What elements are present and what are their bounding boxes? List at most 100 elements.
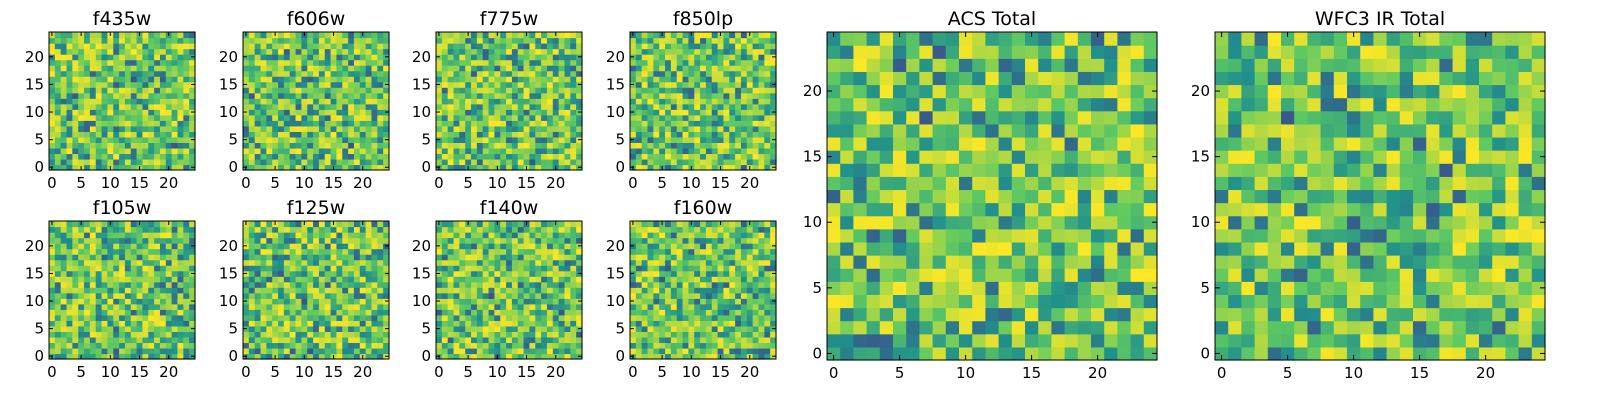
- heatmap-cell: [488, 32, 495, 39]
- heatmap-cell: [705, 43, 713, 50]
- heatmap-cell: [107, 109, 114, 116]
- heatmap-cell: [552, 147, 560, 155]
- heatmap-cell: [266, 81, 273, 88]
- heatmap-cell: [558, 98, 566, 105]
- heatmap-cell: [500, 54, 507, 61]
- heatmap-cell: [453, 59, 460, 66]
- heatmap-cell: [494, 232, 501, 239]
- heatmap-cell: [717, 281, 725, 288]
- heatmap-cell: [552, 320, 560, 327]
- heatmap-cell: [313, 259, 320, 266]
- heatmap-cell: [295, 65, 302, 72]
- heatmap-cell: [165, 347, 173, 355]
- heatmap-cell: [476, 287, 484, 294]
- heatmap-cell: [142, 248, 149, 255]
- heatmap-cell: [266, 59, 273, 66]
- heatmap-cell: [476, 309, 484, 316]
- heatmap-cell: [289, 325, 297, 332]
- y-tick-label: 20: [25, 48, 44, 66]
- heatmap-cell: [482, 54, 490, 61]
- heatmap-cell: [570, 336, 577, 344]
- heatmap-cell: [307, 125, 314, 132]
- heatmap-cell: [260, 243, 267, 250]
- heatmap-cell: [148, 331, 155, 338]
- heatmap-cell: [183, 314, 190, 321]
- heatmap-cell: [283, 164, 291, 171]
- heatmap-cell: [243, 287, 250, 294]
- heatmap-cell: [564, 98, 571, 105]
- heatmap-cell: [243, 87, 250, 94]
- heatmap-cell: [248, 153, 256, 160]
- heatmap-cell: [130, 325, 138, 332]
- heatmap-cell: [136, 298, 144, 305]
- heatmap-cell: [371, 342, 378, 349]
- heatmap-cell: [665, 43, 672, 50]
- heatmap-cell: [476, 226, 484, 233]
- heatmap-cell: [84, 336, 91, 344]
- heatmap-cell: [546, 232, 554, 239]
- heatmap-cell: [159, 331, 167, 338]
- heatmap-cell: [136, 347, 144, 355]
- heatmap-cell: [95, 281, 103, 288]
- heatmap-cell: [84, 54, 91, 61]
- heatmap-cell: [529, 281, 536, 288]
- heatmap-cell: [248, 164, 256, 171]
- heatmap-cell: [89, 164, 97, 171]
- heatmap-cell: [506, 37, 513, 44]
- heatmap-cell: [113, 265, 120, 272]
- heatmap-cell: [330, 276, 338, 283]
- heatmap-cell: [453, 125, 460, 132]
- heatmap-cell: [159, 232, 167, 239]
- heatmap-cell: [641, 314, 649, 321]
- heatmap-cell: [142, 270, 149, 277]
- heatmap-cell: [546, 270, 554, 277]
- heatmap-cell: [740, 164, 748, 171]
- heatmap-cell: [124, 59, 132, 66]
- heatmap-cell: [142, 347, 149, 355]
- heatmap-cell: [488, 254, 495, 261]
- heatmap-cell: [711, 336, 719, 344]
- heatmap-cell: [700, 59, 707, 66]
- heatmap-cell: [313, 243, 320, 250]
- heatmap-cell: [295, 109, 302, 116]
- heatmap-cell: [653, 114, 660, 121]
- heatmap-cell: [54, 292, 62, 299]
- heatmap-cell: [101, 331, 108, 338]
- heatmap-cell: [136, 43, 144, 50]
- heatmap-cell: [84, 131, 91, 138]
- heatmap-cell: [113, 237, 120, 244]
- heatmap-cell: [101, 320, 108, 327]
- heatmap-cell: [541, 254, 548, 261]
- heatmap-cells: [630, 221, 777, 360]
- heatmap-cell: [95, 353, 103, 360]
- heatmap-cell: [670, 287, 678, 294]
- heatmap-cell: [746, 147, 754, 155]
- heatmap-cell: [295, 164, 302, 171]
- heatmap-cell: [552, 103, 560, 110]
- heatmap-cell: [119, 125, 126, 132]
- heatmap-cell: [546, 153, 554, 160]
- heatmap-cell: [278, 309, 285, 316]
- heatmap-cell: [177, 281, 184, 288]
- heatmap-cell: [342, 158, 349, 166]
- heatmap-cell: [535, 164, 542, 171]
- heatmap-cell: [365, 70, 373, 77]
- heatmap-cell: [342, 164, 349, 171]
- heatmap-cell: [705, 164, 713, 171]
- heatmap-cell: [353, 265, 361, 272]
- heatmap-cell: [676, 32, 684, 39]
- heatmap-cell: [476, 232, 484, 239]
- heatmap-cell: [248, 120, 256, 127]
- heatmap-cell: [564, 54, 571, 61]
- heatmap-cell: [278, 164, 285, 171]
- heatmap-cell: [66, 153, 73, 160]
- x-tick-label: 20: [353, 363, 372, 381]
- heatmap-cell: [348, 54, 355, 61]
- heatmap-cell: [278, 81, 285, 88]
- heatmap-cell: [546, 92, 554, 99]
- heatmap-cell: [95, 43, 103, 50]
- heatmap-cell: [705, 81, 713, 88]
- heatmap-cell: [295, 314, 302, 321]
- heatmap-cell: [289, 147, 297, 155]
- heatmap-cell: [723, 43, 730, 50]
